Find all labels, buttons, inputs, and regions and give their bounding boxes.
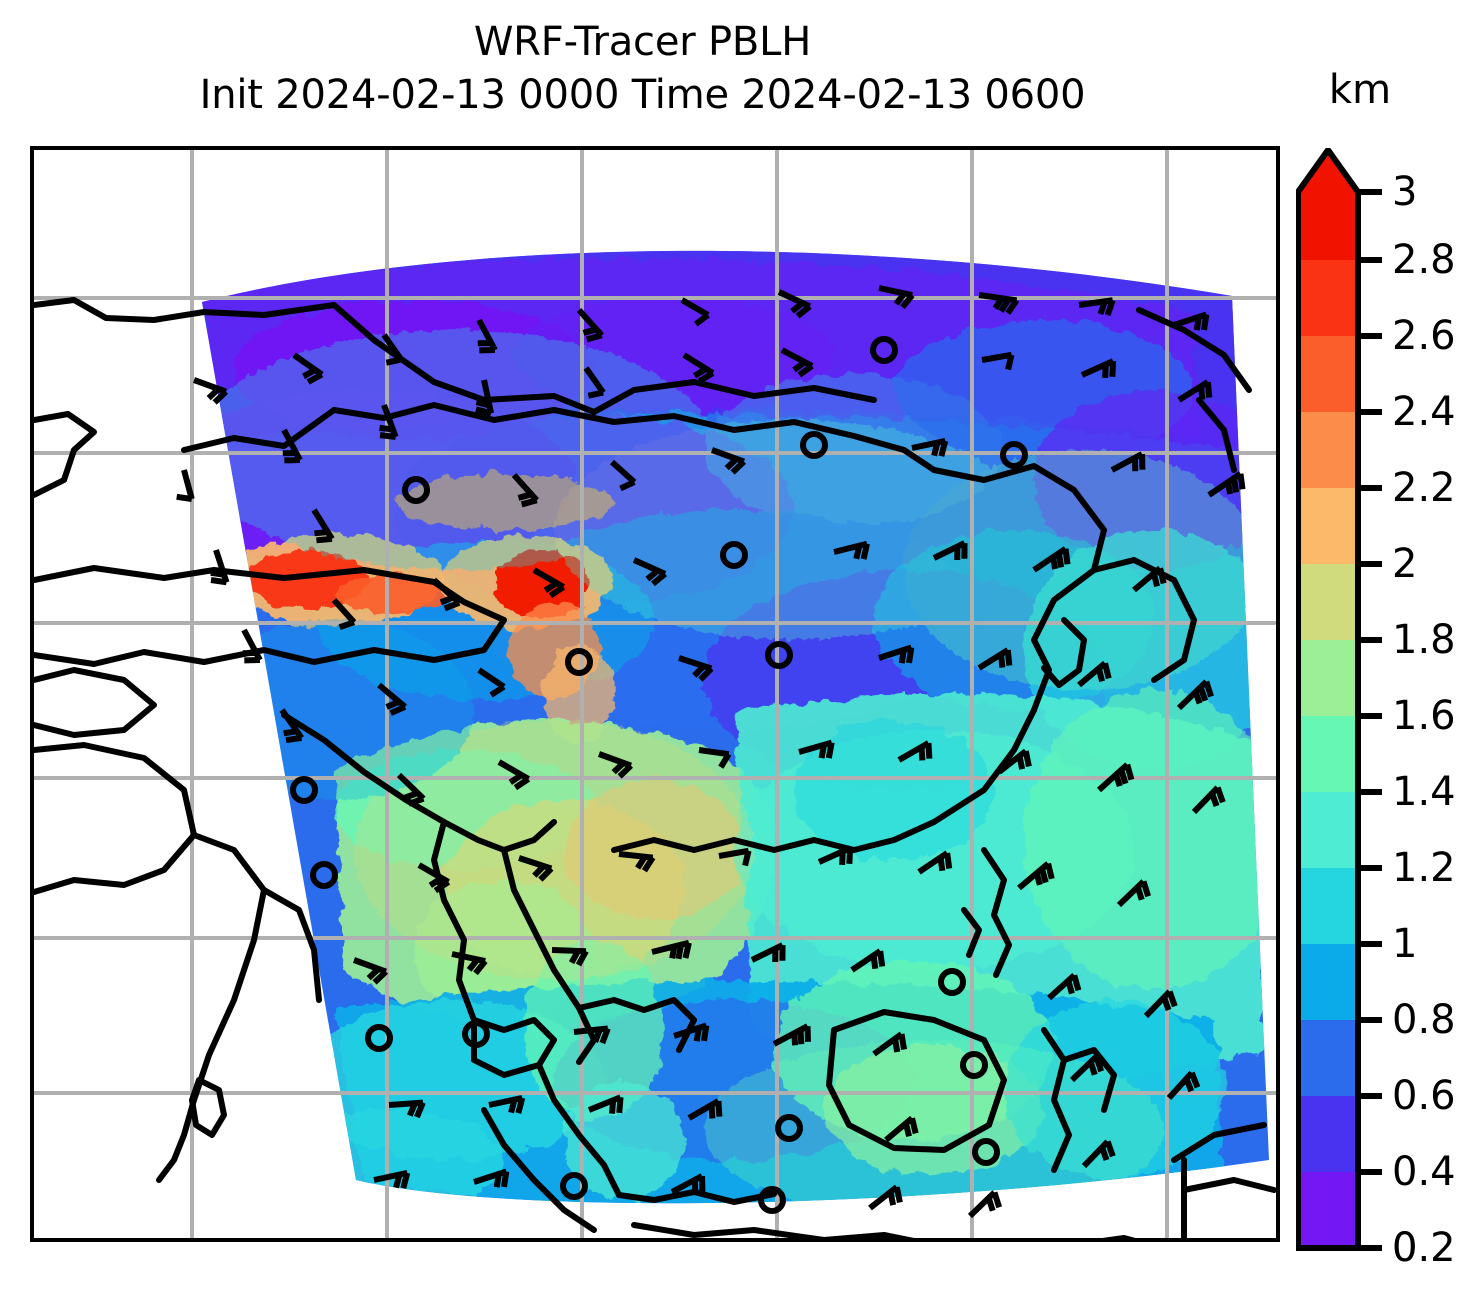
colorbar-tick-1-4: 1.4 <box>1392 769 1456 815</box>
colorbar-unit-label: km <box>1328 67 1392 113</box>
colorbar-tick-2-2: 2.2 <box>1392 465 1456 511</box>
colorbar-tick-0-8: 0.8 <box>1392 997 1456 1043</box>
colorbar[interactable]: 3 2.8 2.6 2.4 2.2 2 1.8 1.6 1.4 1.2 1 0.… <box>1296 148 1474 1268</box>
page-title: WRF-Tracer PBLH Init 2024-02-13 0000 Tim… <box>0 16 1285 122</box>
colorbar-tick-2-4: 2.4 <box>1392 389 1456 435</box>
title-line-2: Init 2024-02-13 0000 Time 2024-02-13 060… <box>199 72 1086 118</box>
colorbar-extend-arrow <box>1298 150 1358 192</box>
wind-barbs-layer <box>170 288 1248 1226</box>
map-axes[interactable] <box>30 146 1280 1242</box>
colorbar-outline <box>1296 148 1361 1251</box>
colorbar-tick-1-8: 1.8 <box>1392 617 1456 663</box>
colorbar-tick-0-2: 0.2 <box>1392 1225 1456 1271</box>
pblh-field <box>202 250 1269 1204</box>
colorbar-tick-2-6: 2.6 <box>1392 313 1456 359</box>
colorbar-tick-0-6: 0.6 <box>1392 1073 1456 1119</box>
colorbar-ticks <box>1358 189 1382 1251</box>
colorbar-tick-2: 2 <box>1392 541 1418 587</box>
colorbar-svg <box>1296 148 1382 1251</box>
map-plot-area <box>34 150 1276 1238</box>
pblh-heatmap-svg <box>34 150 1276 1238</box>
colorbar-tick-2-8: 2.8 <box>1392 237 1456 283</box>
colorbar-tick-3: 3 <box>1392 169 1418 215</box>
colorbar-tick-0-4: 0.4 <box>1392 1149 1456 1195</box>
colorbar-tick-1-6: 1.6 <box>1392 693 1456 739</box>
colorbar-tick-1: 1 <box>1392 921 1418 967</box>
title-line-1: WRF-Tracer PBLH <box>473 19 812 65</box>
colorbar-tick-1-2: 1.2 <box>1392 845 1456 891</box>
colorbar-bands <box>1298 192 1358 1248</box>
colorbar-tick-0: 0 <box>1392 1225 1418 1271</box>
